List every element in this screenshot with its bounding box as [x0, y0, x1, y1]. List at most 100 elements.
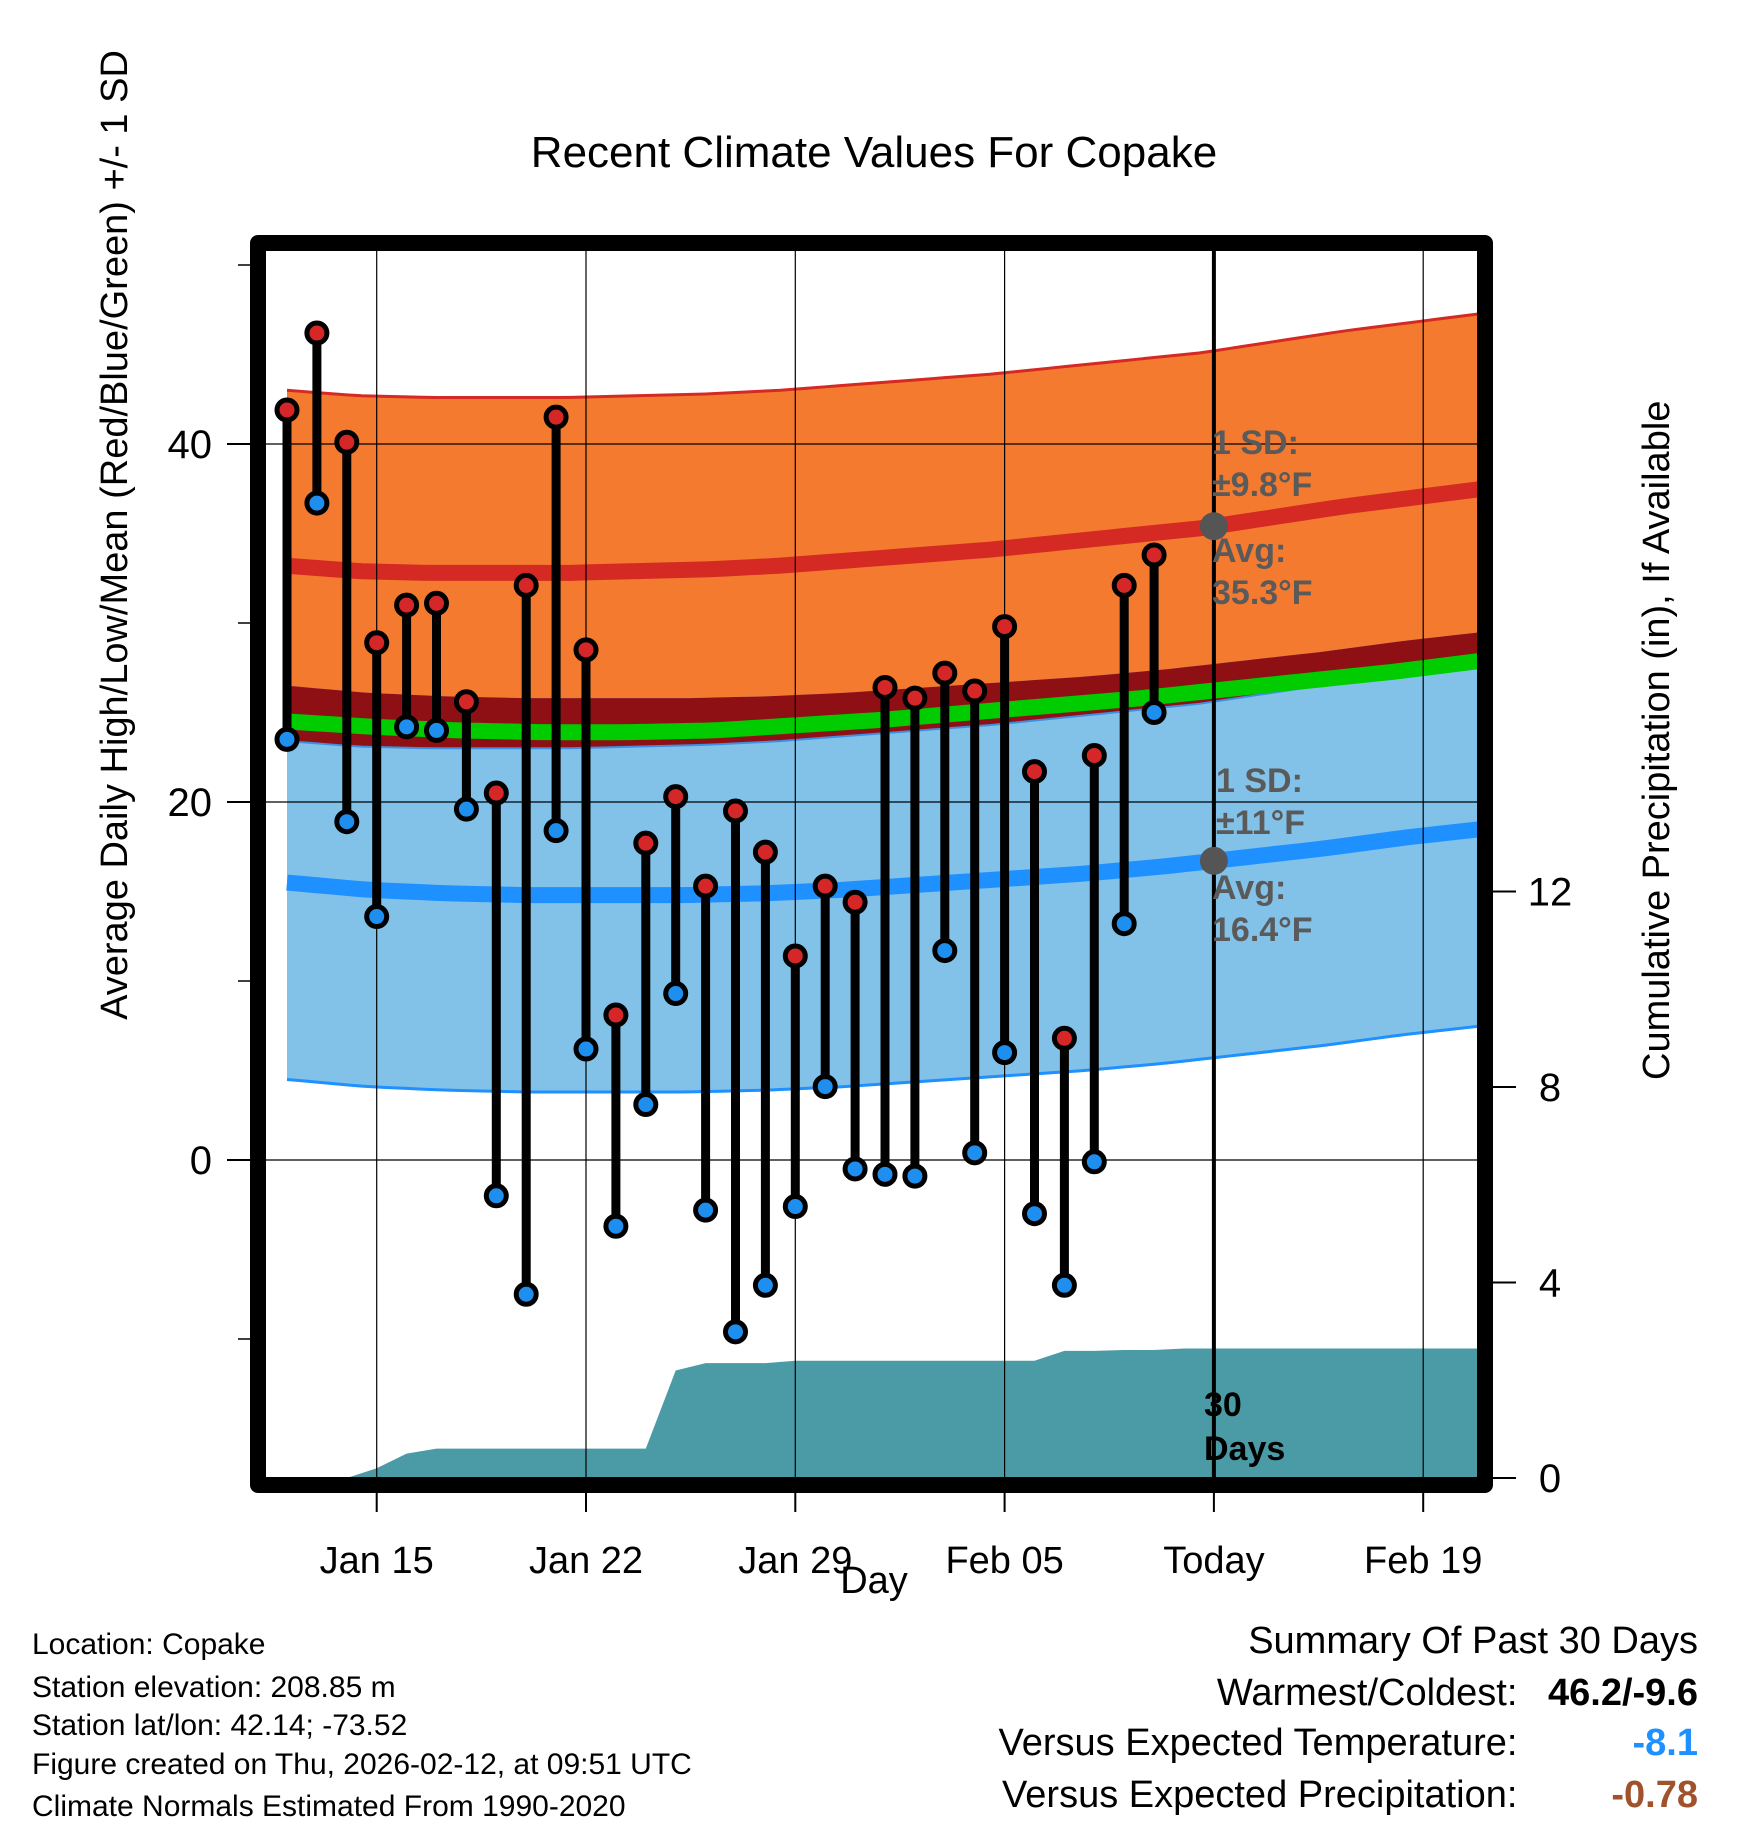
high-sd-annotation: 1 SD: ±9.8°F [1212, 422, 1312, 506]
plot-frame [250, 235, 1493, 1493]
normal-high-line [286, 481, 1478, 581]
daily-low-point [663, 981, 689, 1007]
daily-low-point [992, 1040, 1018, 1066]
daily-low-point [633, 1092, 659, 1118]
y-tick-label: 0 [190, 1139, 212, 1183]
daily-high-point [394, 592, 420, 618]
daily-high-point [1022, 759, 1047, 785]
daily-high-point [1081, 742, 1107, 768]
low-sd-label: 1 SD: [1216, 762, 1303, 800]
daily-low-point [1081, 1149, 1107, 1175]
daily-low-point [394, 714, 420, 740]
daily-low-point [1022, 1201, 1047, 1227]
summary-precip-value: -0.78 [1611, 1774, 1698, 1816]
precip-tick-label: 0 [1539, 1457, 1561, 1501]
daily-high-point [1111, 572, 1137, 598]
precip-tick-label: 4 [1539, 1262, 1561, 1306]
daily-high-point [453, 689, 479, 715]
today-low-marker [1199, 846, 1228, 875]
high-avg-label: Avg: [1212, 532, 1287, 570]
daily-high-point [992, 614, 1018, 640]
daily-low-point [693, 1197, 719, 1223]
daily-low-point [1111, 911, 1137, 937]
days-number: 30 [1204, 1386, 1242, 1424]
summary-temp-value: -8.1 [1632, 1722, 1698, 1764]
low-sd-annotation: 1 SD: ±11°F [1216, 760, 1305, 844]
footer-latlon: Station lat/lon: 42.14; -73.52 [32, 1709, 408, 1742]
today-high-marker [1199, 512, 1228, 541]
daily-low-point [424, 717, 449, 743]
daily-high-point [603, 1002, 629, 1028]
daily-low-point [334, 809, 360, 835]
daily-low-point [932, 938, 958, 964]
daily-high-point [543, 404, 569, 430]
x-tick-label: Jan 15 [320, 1540, 434, 1582]
y-tick-label: 40 [168, 423, 213, 467]
daily-high-point [663, 784, 689, 810]
summary-precip-label: Versus Expected Precipitation: [1002, 1774, 1518, 1816]
daily-high-point [424, 590, 449, 616]
daily-high-point [364, 630, 390, 656]
precip-area [287, 1348, 1478, 1478]
low-avg-label: Avg: [1212, 869, 1287, 907]
footer-created: Figure created on Thu, 2026-02-12, at 09… [32, 1748, 692, 1781]
daily-low-point [304, 490, 330, 516]
daily-high-point [693, 873, 719, 899]
daily-low-point [842, 1156, 868, 1182]
daily-low-point [274, 726, 300, 752]
daily-high-point [304, 320, 330, 346]
low-avg-annotation: Avg: 16.4°F [1212, 867, 1313, 951]
daily-low-point [782, 1194, 808, 1220]
daily-low-point [902, 1163, 928, 1189]
summary-warm-cold: Warmest/Coldest: 46.2/-9.6 [1217, 1672, 1698, 1715]
chart-title: Recent Climate Values For Copake [530, 128, 1218, 177]
daily-low-point [543, 818, 569, 844]
daily-high-point [872, 674, 898, 700]
y-tick-label: 20 [168, 781, 213, 825]
x-tick-label: Jan 22 [529, 1540, 643, 1582]
high-avg-value: 35.3°F [1212, 574, 1313, 612]
precip-tick-label: 12 [1528, 871, 1573, 915]
summary-warm-cold-label: Warmest/Coldest: [1216, 1672, 1518, 1714]
daily-high-point [902, 685, 928, 711]
summary-temperature: Versus Expected Temperature: -8.1 [999, 1722, 1698, 1765]
daily-high-point [752, 839, 778, 865]
high-sd-label: 1 SD: [1212, 424, 1299, 462]
summary-warm-cold-value: 46.2/-9.6 [1548, 1672, 1698, 1714]
low-avg-value: 16.4°F [1212, 911, 1313, 949]
y-axis-label: Average Daily High/Low/Mean (Red/Blue/Gr… [94, 50, 136, 1020]
daily-low-point [483, 1183, 509, 1209]
summary-temp-label: Versus Expected Temperature: [998, 1722, 1518, 1764]
daily-high-point [1141, 542, 1167, 568]
daily-low-point [723, 1319, 748, 1345]
x-tick-label: Jan 29 [738, 1540, 852, 1582]
high-sd-value: ±9.8°F [1212, 466, 1313, 504]
daily-low-point [752, 1272, 778, 1298]
daily-low-point [1141, 700, 1167, 725]
y-axis-right-label: Cumulative Precipitation (in), If Availa… [1636, 400, 1678, 1080]
daily-high-point [812, 873, 838, 899]
daily-high-point [483, 780, 509, 806]
daily-high-point [962, 678, 988, 704]
footer-elevation: Station elevation: 208.85 m [32, 1671, 396, 1704]
low-sd-value: ±11°F [1216, 804, 1305, 842]
days-word: Days [1204, 1430, 1286, 1468]
daily-low-point [453, 796, 479, 822]
x-tick-label: Feb 05 [945, 1540, 1063, 1582]
daily-high-point [842, 889, 868, 915]
daily-high-point [723, 798, 748, 824]
daily-high-point [334, 429, 360, 455]
footer-location: Location: Copake [32, 1628, 266, 1661]
days-annotation: 30 Days [1204, 1383, 1285, 1471]
daily-low-point [962, 1140, 988, 1166]
daily-high-point [513, 572, 539, 598]
daily-high-point [932, 660, 958, 686]
daily-low-point [513, 1281, 539, 1307]
daily-low-point [364, 904, 390, 930]
x-tick-label: Today [1163, 1540, 1264, 1582]
daily-high-point [274, 397, 300, 423]
x-axis-label: Day [840, 1560, 908, 1602]
summary-precipitation: Versus Expected Precipitation: -0.78 [1002, 1774, 1698, 1817]
daily-low-point [872, 1161, 898, 1187]
